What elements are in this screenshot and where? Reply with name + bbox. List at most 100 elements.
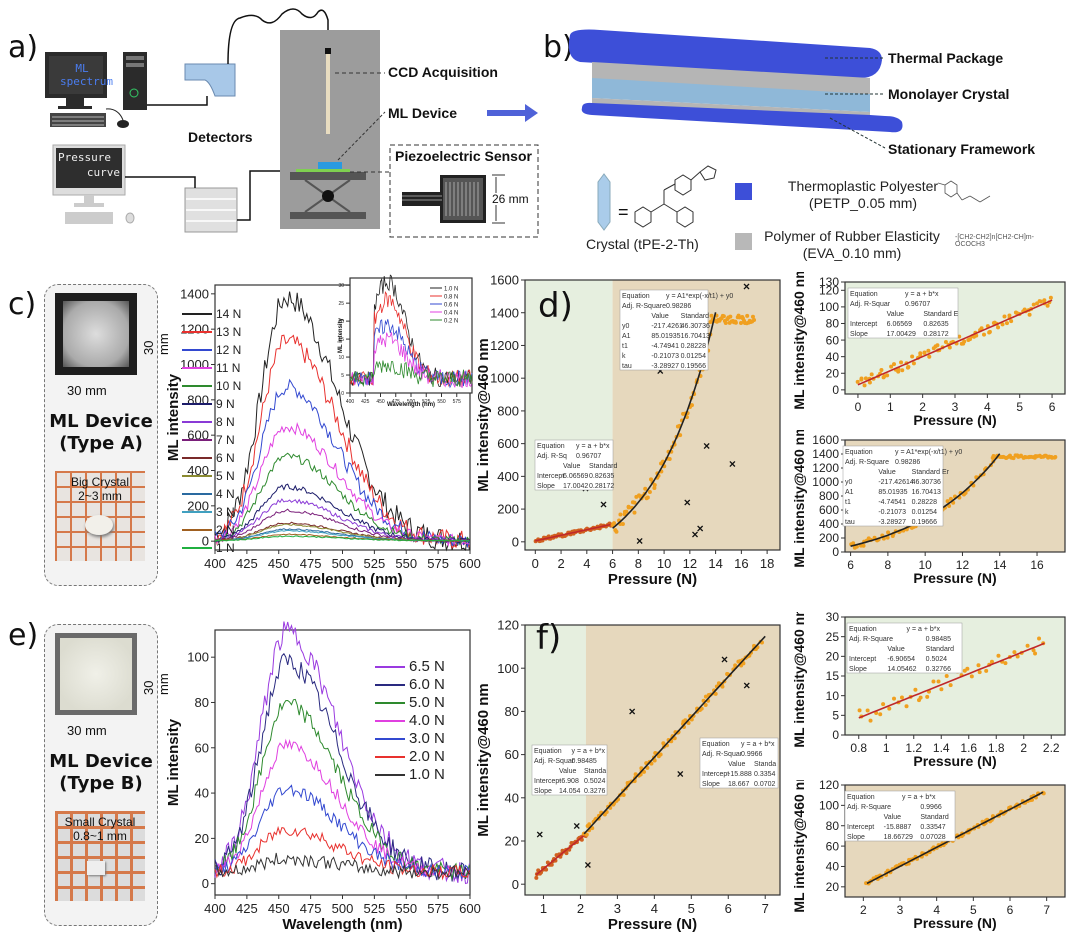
data-point: [867, 380, 872, 385]
data-point: [544, 867, 549, 872]
data-point: [1004, 321, 1009, 326]
spectrum-line: [214, 825, 470, 881]
x-tick-label: 12: [683, 556, 697, 571]
fit-table-cell: 0.19566: [681, 363, 706, 370]
y-tick-label: 0: [202, 876, 209, 891]
fit-table-cell: 0.96707: [576, 453, 601, 460]
fit-table-cell: 0.98286: [895, 459, 920, 466]
data-point: [977, 670, 982, 675]
pressure-screen-line2: curve: [86, 166, 120, 179]
y-tick-label: 20: [195, 831, 209, 846]
data-point: [1009, 319, 1014, 324]
fit-table-cell: 0.01254: [912, 509, 937, 516]
fit-table-cell: Adj. R-Squar: [534, 758, 575, 765]
eva-formula: -[CH2-CH2]n[CH2-CH]m- OCOCH3: [955, 234, 1034, 248]
y-tick-label: 80: [505, 704, 519, 719]
chart-f-pressure: 1 2 3 4 5 6 7 0 20 40 60 80 100 120 Pressure (N) ML int…: [475, 618, 781, 933]
data-point: [584, 832, 589, 837]
plot-bg-low: [525, 280, 613, 550]
x-tick-label: 1.8: [988, 741, 1005, 755]
x-tick-label: 14: [708, 556, 722, 571]
fit-table: [842, 445, 944, 527]
x-tick-label: 2: [577, 901, 584, 916]
y-tick-label: 10: [338, 355, 344, 361]
x-tick-label: 450: [268, 901, 290, 916]
legend-label: 2.0 N: [409, 748, 445, 765]
data-point: [984, 668, 989, 673]
fit-table-cell: 0.01254: [681, 353, 706, 360]
y-tick-label: 100: [819, 300, 839, 314]
x-tick-label: 575: [453, 399, 462, 405]
x-tick-label: 500: [332, 556, 354, 571]
crystal-photo-type-b: Small Crystal 0.8~1 mm: [55, 811, 145, 901]
y-tick-label: 10: [826, 689, 840, 703]
x-tick-label: 475: [300, 901, 322, 916]
x-tick-label: 5: [970, 903, 977, 917]
fit-table-cell: 17.0042: [563, 483, 588, 490]
x-tick-label: 8: [885, 558, 892, 572]
data-point: [624, 509, 629, 514]
y-tick-label: 1200: [180, 322, 209, 337]
y-tick-label: 40: [505, 790, 519, 805]
fit-table-cell: 6.06569: [563, 473, 588, 480]
crystal-photo-type-a: Big Crystal 2~3 mm: [55, 471, 145, 561]
fit-table-cell: t1: [622, 343, 628, 350]
spectrum-line: [214, 698, 470, 881]
y-tick-label: 0: [341, 391, 344, 397]
fit-table-cell: Value: [651, 313, 668, 320]
data-point: [1037, 636, 1042, 641]
fit-table-cell: -3.28927: [878, 519, 906, 526]
fit-table-cell: 0.82635: [589, 473, 614, 480]
fit-table-cell: 0.32766: [926, 666, 951, 673]
equals-sign: =: [618, 202, 629, 222]
data-point: [961, 341, 966, 346]
data-point: [936, 679, 941, 684]
device-photo-type-b: [55, 633, 137, 715]
legend-label: 1 N: [216, 541, 235, 555]
y-tick-label: 1400: [180, 286, 209, 301]
layer-label-thermal-package: Thermal Package: [888, 50, 1004, 66]
fit-table-cell: Slope: [537, 483, 555, 490]
y-tick-label: 800: [819, 489, 839, 503]
data-point: [947, 345, 952, 350]
data-point: [709, 313, 714, 318]
x-tick-label: 4: [583, 556, 590, 571]
device-title-a-line2: (Type A): [59, 433, 143, 454]
data-point: [1025, 643, 1030, 648]
x-tick-label: 550: [395, 901, 417, 916]
fit-table-cell: Standa: [754, 761, 776, 768]
y-tick-label: 15: [338, 337, 344, 343]
outlier-marker: ×: [657, 364, 664, 378]
crystal-icon: [597, 173, 611, 231]
device-card-type-a: 30 mm 30 mm ML Device (Type A) Big Cryst…: [44, 284, 171, 586]
data-point: [913, 687, 918, 692]
fit-table-cell: Value: [878, 469, 895, 476]
data-point: [851, 541, 856, 546]
data-point: [1053, 455, 1058, 460]
data-point: [855, 379, 860, 384]
layer-label-stationary-framework: Stationary Framework: [888, 141, 1036, 157]
data-point: [652, 482, 657, 487]
data-point: [750, 314, 755, 319]
ml-device-label: ML Device: [388, 105, 457, 121]
data-point: [906, 365, 911, 370]
fit-table-cell: t1: [845, 499, 851, 506]
y-tick-label: 600: [819, 503, 839, 517]
data-point: [974, 333, 979, 338]
fit-table-cell: Intercept: [847, 824, 874, 831]
fit-table-cell: Value: [887, 311, 904, 318]
data-point: [645, 495, 650, 500]
data-point: [1037, 299, 1042, 304]
fit-table-cell: k: [845, 509, 849, 516]
outlier-marker: ×: [584, 858, 591, 872]
fit-table-cell: 46.30736: [681, 323, 710, 330]
ml-device-sample: [318, 162, 342, 170]
data-point: [733, 663, 738, 668]
y-axis-label: ML intensity@460 nm: [475, 683, 492, 837]
data-point: [925, 694, 930, 699]
fit-table-cell: -217.4261: [651, 323, 683, 330]
y-axis-label: ML intensity@460 nm: [791, 430, 807, 568]
outlier-marker: ×: [703, 439, 710, 453]
data-point: [1012, 650, 1017, 655]
